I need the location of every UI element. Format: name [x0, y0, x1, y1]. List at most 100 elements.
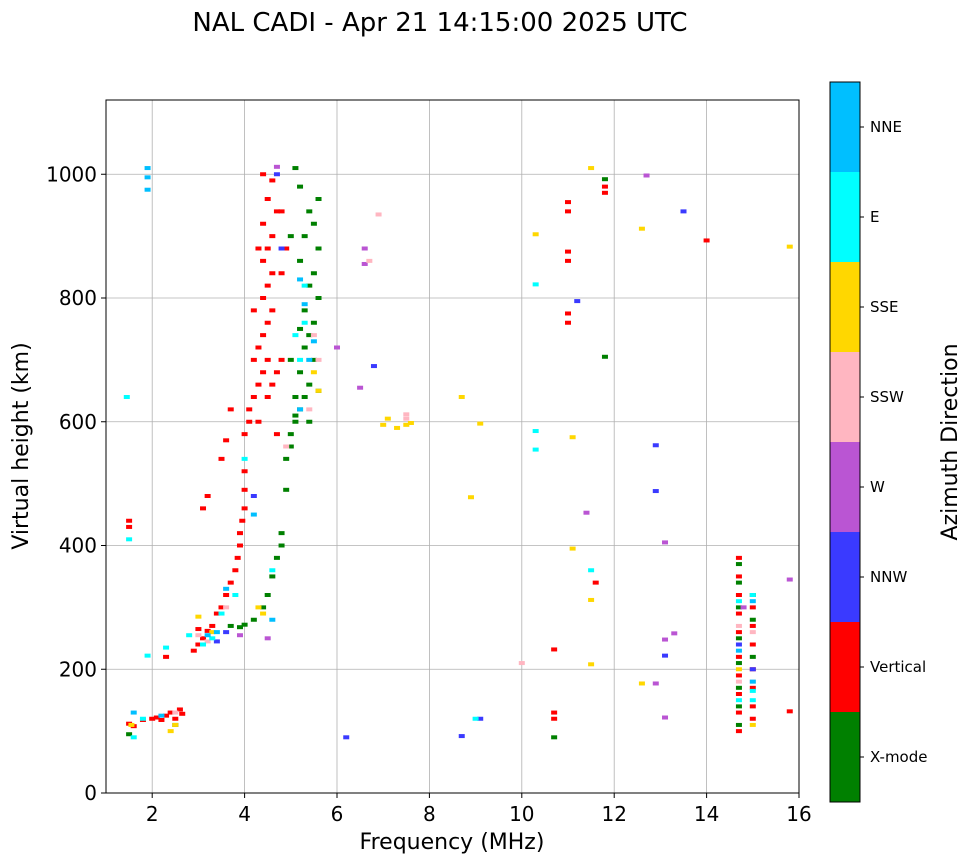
data-point-nne: [130, 710, 137, 715]
data-point-e: [532, 429, 539, 434]
data-point-vertical: [565, 311, 571, 316]
data-point-e: [218, 611, 225, 616]
data-point-e: [735, 698, 742, 703]
data-point-nnw: [477, 716, 484, 721]
data-point-nne: [144, 187, 151, 192]
data-point-x-mode: [306, 419, 313, 424]
data-point-vertical: [273, 209, 280, 214]
data-point-vertical: [565, 200, 571, 205]
data-point-x-mode: [735, 605, 742, 610]
data-point-vertical: [269, 382, 276, 387]
data-point-e: [209, 636, 216, 641]
data-point-vertical: [278, 271, 285, 276]
data-point-sse: [588, 662, 595, 667]
data-point-ssw: [204, 639, 211, 644]
data-point-vertical: [264, 357, 271, 362]
data-point-w: [662, 540, 669, 545]
data-point-x-mode: [236, 625, 243, 630]
data-point-vertical: [565, 320, 571, 325]
data-point-vertical: [749, 685, 756, 690]
data-point-nnw: [680, 209, 687, 214]
data-point-e: [269, 568, 276, 573]
data-point-vertical: [234, 555, 241, 560]
data-point-vertical: [126, 518, 133, 523]
data-point-vertical: [241, 487, 248, 492]
data-point-e: [749, 688, 756, 693]
data-point-vertical: [126, 524, 133, 529]
data-point-vertical: [565, 209, 571, 214]
colorbar-swatch: [830, 622, 860, 712]
data-point-vertical: [735, 574, 742, 579]
data-point-vertical: [241, 469, 248, 474]
data-point-vertical: [264, 283, 271, 288]
x-tick-label: 4: [238, 802, 251, 826]
data-point-sse: [638, 226, 645, 231]
data-point-w: [583, 510, 590, 515]
data-point-w: [662, 715, 669, 720]
data-point-sse: [749, 722, 756, 727]
data-point-w: [786, 577, 793, 582]
y-axis-label: Virtual height (km): [9, 342, 34, 549]
data-point-vertical: [241, 432, 248, 437]
data-point-x-mode: [310, 320, 317, 325]
data-point-vertical: [592, 580, 599, 585]
data-point-e: [232, 593, 239, 597]
x-tick-label: 2: [146, 802, 159, 826]
data-point-vertical: [264, 395, 271, 399]
y-tick-label: 200: [59, 657, 97, 681]
x-tick-label: 8: [423, 802, 436, 826]
data-point-ssw: [518, 661, 525, 666]
data-point-vertical: [551, 647, 558, 652]
data-point-e: [735, 599, 742, 604]
data-point-sse: [735, 667, 742, 672]
data-point-x-mode: [278, 531, 285, 536]
data-point-sse: [380, 422, 387, 427]
data-point-vertical: [163, 654, 170, 659]
data-point-e: [139, 716, 146, 721]
data-point-x-mode: [297, 184, 304, 189]
data-point-e: [588, 568, 595, 573]
data-point-w: [643, 173, 650, 178]
data-point-vertical: [246, 419, 253, 424]
data-point-e: [130, 735, 137, 740]
data-point-vertical: [149, 716, 156, 721]
data-point-x-mode: [287, 234, 294, 239]
data-point-w: [662, 637, 669, 642]
data-point-x-mode: [735, 704, 742, 709]
data-point-ssw: [315, 357, 322, 362]
data-point-x-mode: [301, 234, 308, 239]
data-point-vertical: [218, 456, 225, 461]
x-tick-label: 16: [786, 802, 811, 826]
data-point-vertical: [223, 438, 230, 443]
data-point-vertical: [255, 345, 262, 350]
data-point-vertical: [735, 729, 742, 734]
colorbar-swatch: [830, 352, 860, 442]
data-point-e: [472, 716, 479, 721]
data-point-ssw: [749, 630, 756, 635]
data-point-vertical: [255, 382, 262, 387]
data-point-vertical: [749, 605, 756, 610]
data-point-nnw: [458, 734, 465, 739]
data-point-vertical: [195, 627, 202, 632]
data-point-vertical: [260, 296, 267, 300]
data-point-vertical: [749, 623, 756, 628]
data-point-vertical: [250, 308, 257, 313]
data-point-vertical: [749, 716, 756, 721]
data-point-x-mode: [310, 221, 317, 226]
data-point-x-mode: [297, 326, 304, 331]
colorbar-tick-label: SSE: [870, 298, 899, 316]
data-point-nne: [204, 633, 211, 638]
data-point-x-mode: [315, 197, 322, 201]
colorbar-tick-label: NNW: [870, 568, 907, 586]
data-point-vertical: [250, 357, 257, 362]
data-point-nne: [306, 357, 313, 362]
data-point-w: [740, 605, 747, 610]
data-point-nnw: [273, 172, 280, 177]
x-axis-ticks: 2 4 6 8 10 12 14 16: [146, 793, 812, 826]
data-point-sse: [458, 395, 465, 399]
data-point-vertical: [204, 494, 211, 498]
data-point-vertical: [227, 580, 234, 585]
data-point-vertical: [236, 543, 243, 548]
data-point-e: [123, 395, 130, 399]
